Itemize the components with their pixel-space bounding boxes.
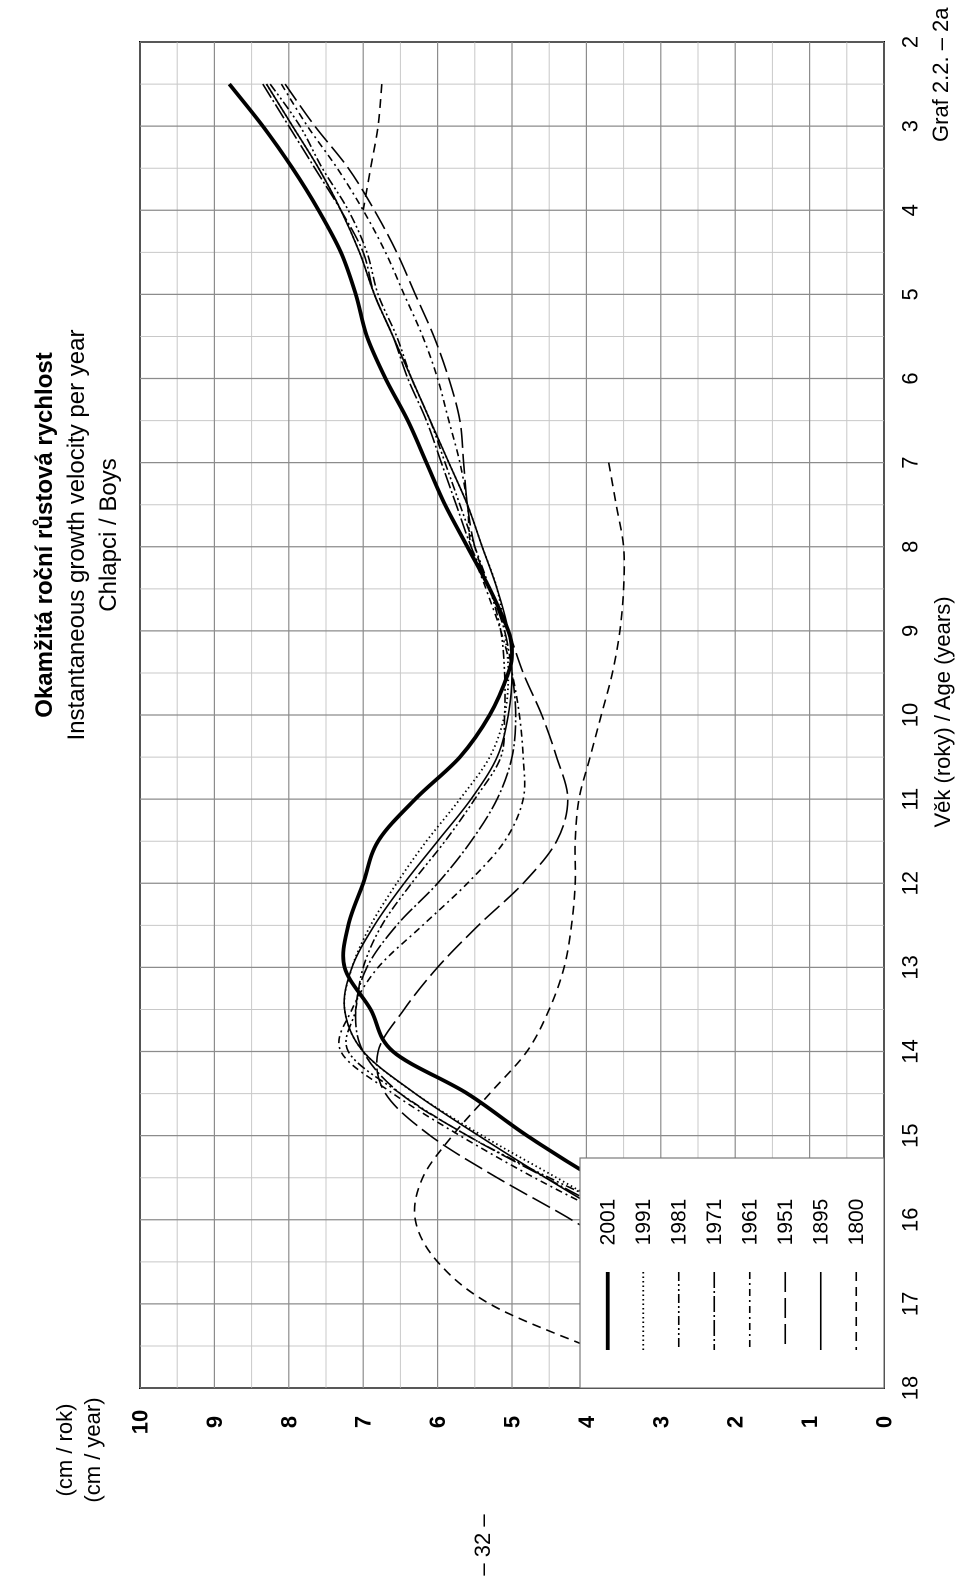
legend-label-1800: 1800 bbox=[845, 1199, 868, 1246]
y-tick-labels: 0 1 2 3 4 5 6 7 8 9 10 bbox=[128, 1410, 897, 1434]
x-tick-label: 13 bbox=[898, 955, 923, 979]
x-axis-label: Věk (roky) / Age (years) bbox=[930, 596, 955, 827]
x-tick-label: 14 bbox=[898, 1039, 923, 1063]
x-tick-label: 9 bbox=[898, 625, 923, 637]
y-axis-label-2: (cm / year) bbox=[80, 1397, 105, 1502]
legend-label-1981: 1981 bbox=[667, 1199, 690, 1246]
figure-id: Graf 2.2. – 2a bbox=[928, 7, 953, 142]
chart-title: Okamžitá roční růstová rychlost bbox=[31, 352, 58, 717]
x-tick-label: 16 bbox=[898, 1208, 923, 1232]
legend: 2001 1991 1981 1971 1961 1951 1895 1800 bbox=[579, 1157, 885, 1389]
legend-label-1991: 1991 bbox=[632, 1199, 655, 1246]
y-tick-label: 10 bbox=[128, 1410, 153, 1434]
legend-label-1971: 1971 bbox=[703, 1199, 726, 1246]
x-tick-label: 2 bbox=[898, 36, 923, 48]
x-tick-label: 18 bbox=[898, 1376, 923, 1400]
page-number: – 32 – bbox=[470, 1514, 495, 1576]
y-tick-label: 9 bbox=[202, 1416, 227, 1428]
series-line-1800 bbox=[362, 84, 383, 211]
series-line-1991 bbox=[265, 83, 863, 1347]
x-tick-label: 4 bbox=[898, 204, 923, 216]
series-line-1951 bbox=[284, 83, 840, 1388]
series-line-1895 bbox=[265, 83, 878, 1388]
grid-major bbox=[139, 41, 885, 1389]
y-tick-label: 5 bbox=[500, 1416, 525, 1428]
x-tick-label: 6 bbox=[898, 372, 923, 384]
y-tick-label: 3 bbox=[648, 1416, 673, 1428]
y-tick-label: 8 bbox=[276, 1416, 301, 1428]
y-tick-label: 1 bbox=[797, 1416, 822, 1428]
chart-subtitle-2: Chlapci / Boys bbox=[95, 458, 122, 611]
y-tick-label: 0 bbox=[872, 1416, 897, 1428]
legend-box bbox=[579, 1157, 885, 1389]
x-tick-labels: 2 3 4 5 6 7 8 9 10 11 12 13 14 15 16 17 18 bbox=[898, 36, 923, 1400]
series-line-1961 bbox=[280, 83, 863, 1388]
legend-label-1961: 1961 bbox=[738, 1199, 761, 1246]
y-axis-label-1: (cm / rok) bbox=[52, 1404, 77, 1497]
x-tick-label: 7 bbox=[898, 457, 923, 469]
x-tick-label: 11 bbox=[898, 788, 923, 811]
y-tick-label: 7 bbox=[351, 1416, 376, 1428]
legend-label-1951: 1951 bbox=[774, 1199, 797, 1246]
legend-label-1895: 1895 bbox=[809, 1199, 832, 1246]
x-tick-label: 8 bbox=[898, 541, 923, 553]
y-tick-label: 6 bbox=[425, 1416, 450, 1428]
x-tick-label: 10 bbox=[898, 703, 923, 727]
x-tick-label: 3 bbox=[898, 120, 923, 132]
y-tick-label: 4 bbox=[574, 1415, 599, 1428]
x-tick-label: 5 bbox=[898, 288, 923, 300]
chart-subtitle-1: Instantaneous growth velocity per year bbox=[63, 330, 90, 741]
series-line-1800-cont bbox=[413, 462, 699, 1388]
x-tick-label: 15 bbox=[898, 1123, 923, 1147]
legend-label-2001: 2001 bbox=[596, 1199, 619, 1246]
x-tick-label: 12 bbox=[898, 871, 923, 895]
y-tick-label: 2 bbox=[723, 1416, 748, 1428]
x-tick-label: 17 bbox=[898, 1292, 923, 1316]
